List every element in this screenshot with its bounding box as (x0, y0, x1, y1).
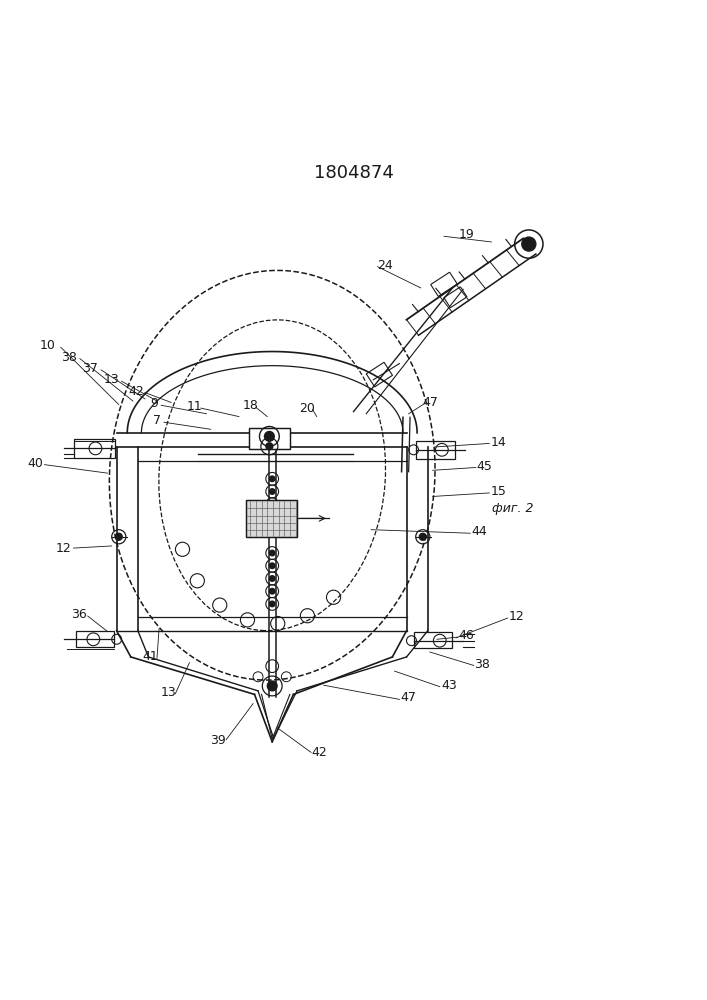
Text: 42: 42 (129, 385, 144, 398)
Bar (444, 287, 467, 308)
Text: 20: 20 (300, 402, 315, 415)
Text: фиг. 2: фиг. 2 (492, 502, 533, 515)
Bar (249, 428, 290, 449)
Circle shape (264, 431, 274, 441)
Circle shape (269, 550, 275, 556)
Circle shape (269, 576, 275, 581)
Text: 18: 18 (243, 399, 259, 412)
Text: 7: 7 (153, 414, 161, 427)
Text: 11: 11 (187, 400, 202, 413)
Text: 15: 15 (491, 485, 506, 498)
Text: 9: 9 (150, 397, 158, 410)
Circle shape (269, 563, 275, 569)
Bar (431, 272, 457, 296)
Text: 10: 10 (40, 339, 56, 352)
Circle shape (522, 237, 536, 251)
Circle shape (269, 476, 275, 482)
Text: 44: 44 (472, 525, 487, 538)
Text: 12: 12 (508, 610, 524, 623)
Text: 38: 38 (474, 658, 490, 671)
Bar (246, 500, 297, 537)
Text: 47: 47 (401, 691, 416, 704)
Text: 38: 38 (61, 351, 76, 364)
Text: 1804874: 1804874 (314, 164, 393, 182)
Text: 13: 13 (160, 686, 176, 699)
Bar (416, 441, 455, 459)
Text: 13: 13 (104, 373, 119, 386)
Text: 42: 42 (312, 746, 327, 759)
Bar (366, 362, 392, 387)
Circle shape (269, 501, 275, 507)
Circle shape (267, 681, 277, 691)
Text: 24: 24 (378, 259, 393, 272)
Text: 14: 14 (491, 436, 506, 449)
Text: 43: 43 (441, 679, 457, 692)
Circle shape (115, 533, 122, 540)
Bar (246, 500, 297, 537)
Circle shape (269, 601, 275, 607)
Circle shape (419, 533, 426, 540)
Text: 19: 19 (459, 228, 474, 241)
Circle shape (266, 443, 273, 450)
Text: 39: 39 (210, 734, 226, 747)
Circle shape (269, 489, 275, 494)
Text: 47: 47 (422, 396, 438, 409)
Circle shape (269, 514, 275, 520)
Bar (414, 632, 452, 648)
Bar (76, 631, 114, 647)
Text: 12: 12 (56, 542, 71, 555)
Circle shape (269, 588, 275, 594)
Bar (74, 439, 115, 458)
Text: 36: 36 (71, 608, 87, 621)
Bar (249, 428, 290, 449)
Text: 40: 40 (28, 457, 43, 470)
Text: 46: 46 (459, 629, 474, 642)
Text: 45: 45 (477, 460, 492, 473)
Text: 37: 37 (82, 362, 98, 375)
Text: 41: 41 (142, 650, 158, 663)
